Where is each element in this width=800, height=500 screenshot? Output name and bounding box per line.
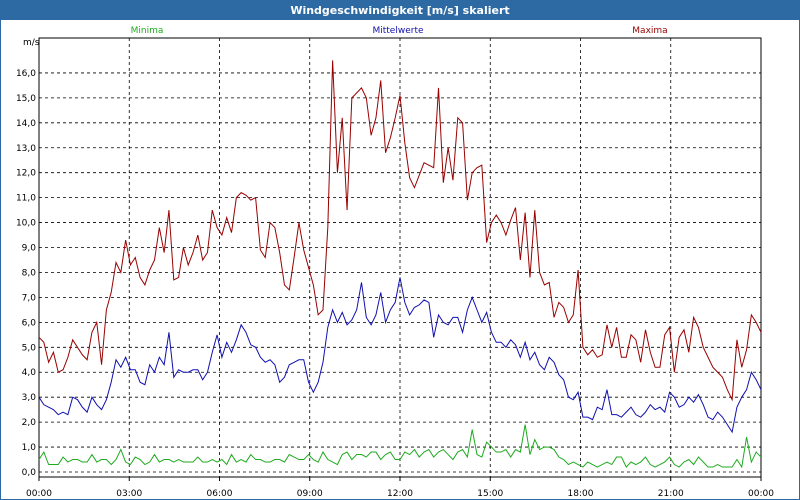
legend-mittelwerte: Mittelwerte [372, 26, 423, 36]
y-tick-label: 6,0 [22, 318, 37, 328]
y-tick-label: 10,0 [16, 219, 36, 229]
x-tick-time: 00:00 [26, 489, 52, 499]
y-tick-label: 7,0 [22, 293, 37, 303]
y-tick-label: 11,0 [16, 194, 36, 204]
y-axis-label: m/s [23, 38, 40, 48]
y-axis-ticks: 0,0 1,0 2,0 3,0 4,0 5,0 6,0 7,0 8,0 9,0 10,0 11,0 12… [16, 69, 36, 478]
y-tick-label: 13,0 [16, 144, 36, 154]
y-tick-label: 5,0 [22, 343, 37, 353]
y-tick-label: 9,0 [22, 244, 37, 254]
x-tick-time: 03:00 [116, 489, 142, 499]
y-tick-label: 14,0 [16, 119, 36, 129]
x-tick-time: 18:00 [568, 489, 594, 499]
y-tick-label: 16,0 [16, 69, 36, 79]
x-tick-time: 06:00 [207, 489, 233, 499]
y-tick-label: 4,0 [22, 368, 37, 378]
y-tick-label: 0,0 [22, 468, 37, 478]
y-tick-label: 2,0 [22, 418, 37, 428]
grid-lines [39, 38, 761, 477]
x-axis-ticks: 00:0020.11.1603:0020.11.1606:0020.11.160… [26, 477, 774, 499]
y-tick-label: 12,0 [16, 169, 36, 179]
x-tick-time: 00:00 [748, 489, 774, 499]
series-lines [38, 60, 762, 469]
legend-maxima: Maxima [632, 26, 667, 36]
wind-speed-chart: 0,0 1,0 2,0 3,0 4,0 5,0 6,0 7,0 8,0 9,0 10,0 11,0 12… [16, 26, 774, 499]
y-tick-label: 3,0 [22, 393, 37, 403]
x-tick-time: 21:00 [658, 489, 684, 499]
series-line-mittelwerte [38, 277, 762, 434]
series-line-minima [38, 424, 762, 469]
window-title: Windgeschwindigkeit [m/s] skaliert [1, 1, 799, 20]
y-tick-label: 8,0 [22, 268, 37, 278]
legend-minima: Minima [131, 26, 164, 36]
x-tick-time: 15:00 [477, 489, 503, 499]
y-tick-label: 1,0 [22, 443, 37, 453]
y-tick-label: 15,0 [16, 94, 36, 104]
x-tick-time: 09:00 [297, 489, 323, 499]
series-line-maxima [38, 60, 762, 402]
x-tick-time: 12:00 [387, 489, 413, 499]
